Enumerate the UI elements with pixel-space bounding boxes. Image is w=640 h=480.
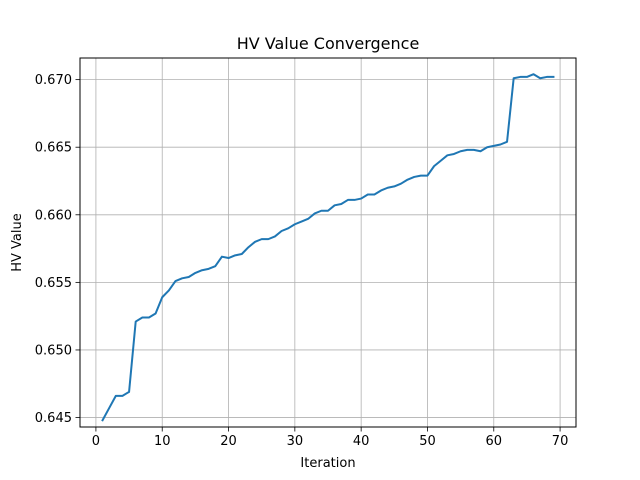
x-axis-ticks: 0 10 20 30 40 50 60 70 xyxy=(92,427,569,449)
x-tick-label: 40 xyxy=(353,434,370,449)
y-tick-label: 0.660 xyxy=(35,208,72,223)
x-tick-label: 20 xyxy=(220,434,237,449)
y-axis-label: HV Value xyxy=(10,213,25,272)
x-axis-label: Iteration xyxy=(300,456,355,471)
x-tick-label: 30 xyxy=(287,434,304,449)
series-layer xyxy=(101,73,555,422)
x-tick-label: 60 xyxy=(486,434,503,449)
grid-lines xyxy=(80,58,576,427)
y-tick-label: 0.670 xyxy=(35,73,72,88)
y-tick-label: 0.655 xyxy=(35,276,72,291)
y-tick-label: 0.645 xyxy=(35,411,72,426)
y-tick-label: 0.650 xyxy=(35,343,72,358)
y-tick-label: 0.665 xyxy=(35,141,72,156)
x-tick-label: 0 xyxy=(92,434,100,449)
x-tick-label: 10 xyxy=(154,434,171,449)
plot-frame xyxy=(79,57,577,428)
hv-value-line xyxy=(101,73,555,422)
chart-title: HV Value Convergence xyxy=(237,34,420,53)
y-axis-ticks: 0.645 0.650 0.655 0.660 0.665 0.670 xyxy=(35,73,80,426)
x-tick-label: 50 xyxy=(419,434,436,449)
x-tick-label: 70 xyxy=(552,434,569,449)
